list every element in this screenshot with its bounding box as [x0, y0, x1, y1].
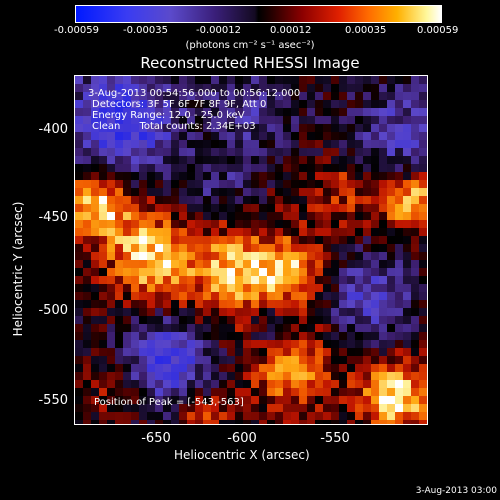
energy-range: Energy Range: 12.0 - 25.0 keV: [92, 110, 245, 121]
time-range: 3-Aug-2013 00:54:56.000 to 00:56:12.000: [88, 88, 301, 99]
colorbar: [75, 5, 442, 23]
timestamp: 3-Aug-2013 03:00: [415, 486, 497, 496]
colorbar-tick: -0.00059: [54, 25, 99, 36]
detectors-label: Detectors: 3F 5F 6F 7F 8F 9F, Att 0: [92, 99, 267, 110]
colorbar-tick: -0.00035: [123, 25, 168, 36]
y-tick: -400: [38, 122, 68, 137]
heatmap-canvas: [75, 76, 427, 424]
image-title: Reconstructed RHESSI Image: [140, 54, 360, 72]
clean-counts: Clean Total counts: 2.34E+03: [92, 121, 256, 132]
x-tick: -650: [141, 431, 171, 446]
x-axis-label: Heliocentric X (arcsec): [174, 448, 310, 462]
colorbar-tick: -0.00012: [196, 25, 241, 36]
rhessi-image: [74, 75, 428, 425]
colorbar-tick: 0.00012: [270, 25, 312, 36]
colorbar-tick: 0.00059: [417, 25, 459, 36]
colorbar-tick: 0.00035: [345, 25, 387, 36]
colorbar-units: (photons cm⁻² s⁻¹ asec⁻²): [185, 40, 315, 51]
y-tick: -550: [38, 393, 68, 408]
peak-position: Position of Peak = [-543,-563]: [94, 397, 244, 408]
y-axis-label: Heliocentric Y (arcsec): [11, 201, 25, 337]
x-tick: -550: [320, 431, 350, 446]
y-tick: -450: [38, 210, 68, 225]
x-tick: -600: [227, 431, 257, 446]
y-tick: -500: [38, 303, 68, 318]
